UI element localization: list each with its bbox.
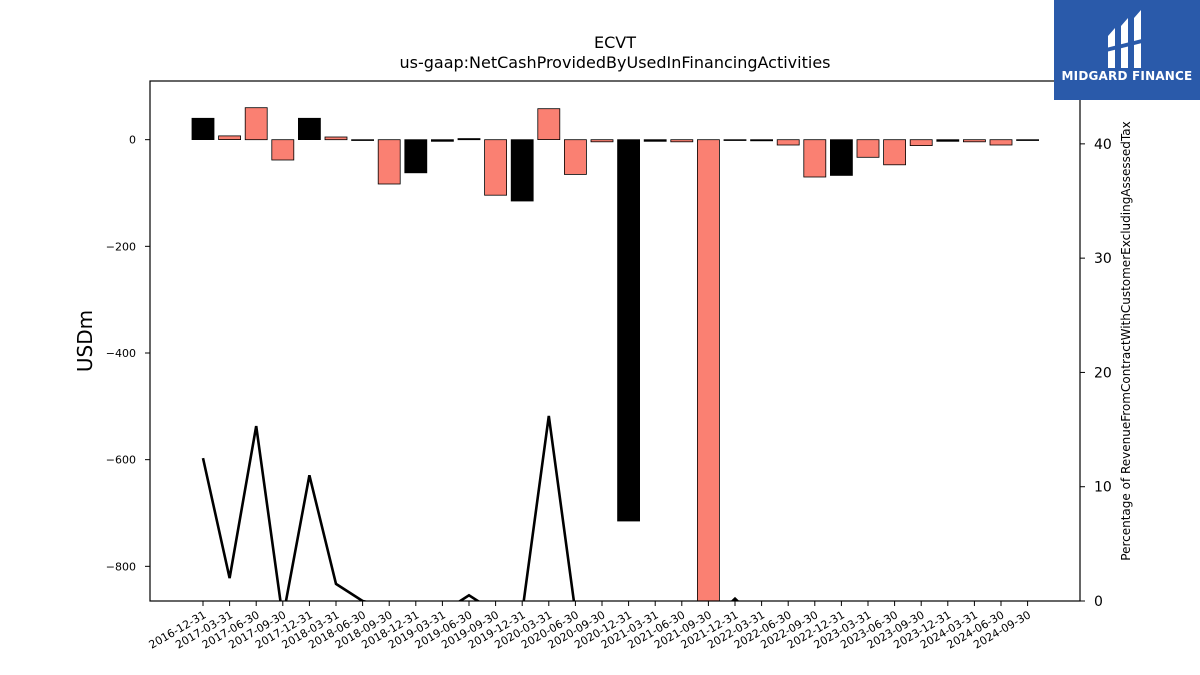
bar-2021-03-31 bbox=[643, 139, 667, 142]
bar-2017-12-31 bbox=[297, 117, 321, 141]
bar-2022-12-31 bbox=[830, 139, 853, 176]
bar-2021-12-31 bbox=[723, 139, 747, 141]
chart-subtitle: us-gaap:NetCashProvidedByUsedInFinancing… bbox=[399, 53, 830, 72]
plot-frame bbox=[149, 80, 1081, 602]
y-tick-label: 0 bbox=[129, 134, 136, 147]
y-axis-label: USDm bbox=[73, 310, 97, 372]
bar-2020-12-31 bbox=[617, 139, 640, 522]
bar-2024-06-30 bbox=[989, 139, 1013, 146]
y2-tick-label: 40 bbox=[1094, 137, 1112, 153]
logo-mark-icon bbox=[1106, 10, 1146, 68]
line-series bbox=[201, 415, 740, 601]
bar-2022-03-31 bbox=[750, 139, 773, 142]
bar-2019-12-31 bbox=[510, 139, 534, 202]
bar-2022-06-30 bbox=[776, 139, 800, 146]
bar-2019-06-30 bbox=[457, 138, 481, 141]
y2-axis-label: Percentage of RevenueFromContractWithCus… bbox=[1119, 121, 1133, 560]
bar-2023-09-30 bbox=[909, 139, 933, 146]
brand-logo: MIDGARD FINANCE bbox=[1054, 0, 1200, 100]
y2-tick-label: 30 bbox=[1094, 251, 1112, 267]
logo-text: MIDGARD FINANCE bbox=[1061, 69, 1193, 83]
bar-2021-09-30 bbox=[697, 139, 720, 602]
bar-2021-06-30 bbox=[670, 139, 694, 143]
bar-2023-12-31 bbox=[936, 139, 960, 142]
y-tick-label: −400 bbox=[106, 347, 136, 360]
line-group bbox=[201, 415, 740, 601]
y-tick-label: −600 bbox=[106, 454, 136, 467]
bar-2022-09-30 bbox=[803, 139, 827, 178]
bar-2017-09-30 bbox=[271, 139, 295, 161]
y2-tick-label: 20 bbox=[1094, 365, 1112, 381]
x-axis: 2016-12-312017-03-312017-06-302017-09-30… bbox=[147, 601, 1033, 652]
bar-2017-03-31 bbox=[218, 135, 242, 140]
bar-2023-06-30 bbox=[883, 139, 906, 166]
bar-2018-06-30 bbox=[351, 139, 375, 141]
bar-2019-03-31 bbox=[430, 139, 454, 142]
y2-axis: 0 10 20 30 40 bbox=[1080, 137, 1112, 610]
y2-tick-label: 10 bbox=[1094, 480, 1112, 496]
bar-2018-09-30 bbox=[377, 139, 401, 185]
bar-2024-03-31 bbox=[963, 139, 986, 143]
bar-2023-03-31 bbox=[856, 139, 880, 158]
bar-2018-12-31 bbox=[404, 139, 428, 174]
bar-2020-03-31 bbox=[537, 108, 561, 140]
y-tick-label: −800 bbox=[106, 560, 136, 573]
bar-2017-06-30 bbox=[244, 107, 268, 141]
bar-2018-03-31 bbox=[324, 136, 348, 141]
bar-2019-09-30 bbox=[484, 139, 508, 196]
y-tick-label: −200 bbox=[106, 240, 136, 253]
bar-2024-09-30 bbox=[1016, 139, 1039, 141]
chart-title: ECVT bbox=[594, 33, 636, 52]
bar-2016-12-31 bbox=[191, 117, 215, 141]
bars-group bbox=[191, 107, 1039, 602]
y2-tick-label: 0 bbox=[1094, 594, 1103, 610]
y-axis: 0 −200 −400 −600 −800 bbox=[106, 134, 150, 573]
bar-2020-06-30 bbox=[564, 139, 587, 175]
bar-2020-09-30 bbox=[590, 139, 614, 143]
